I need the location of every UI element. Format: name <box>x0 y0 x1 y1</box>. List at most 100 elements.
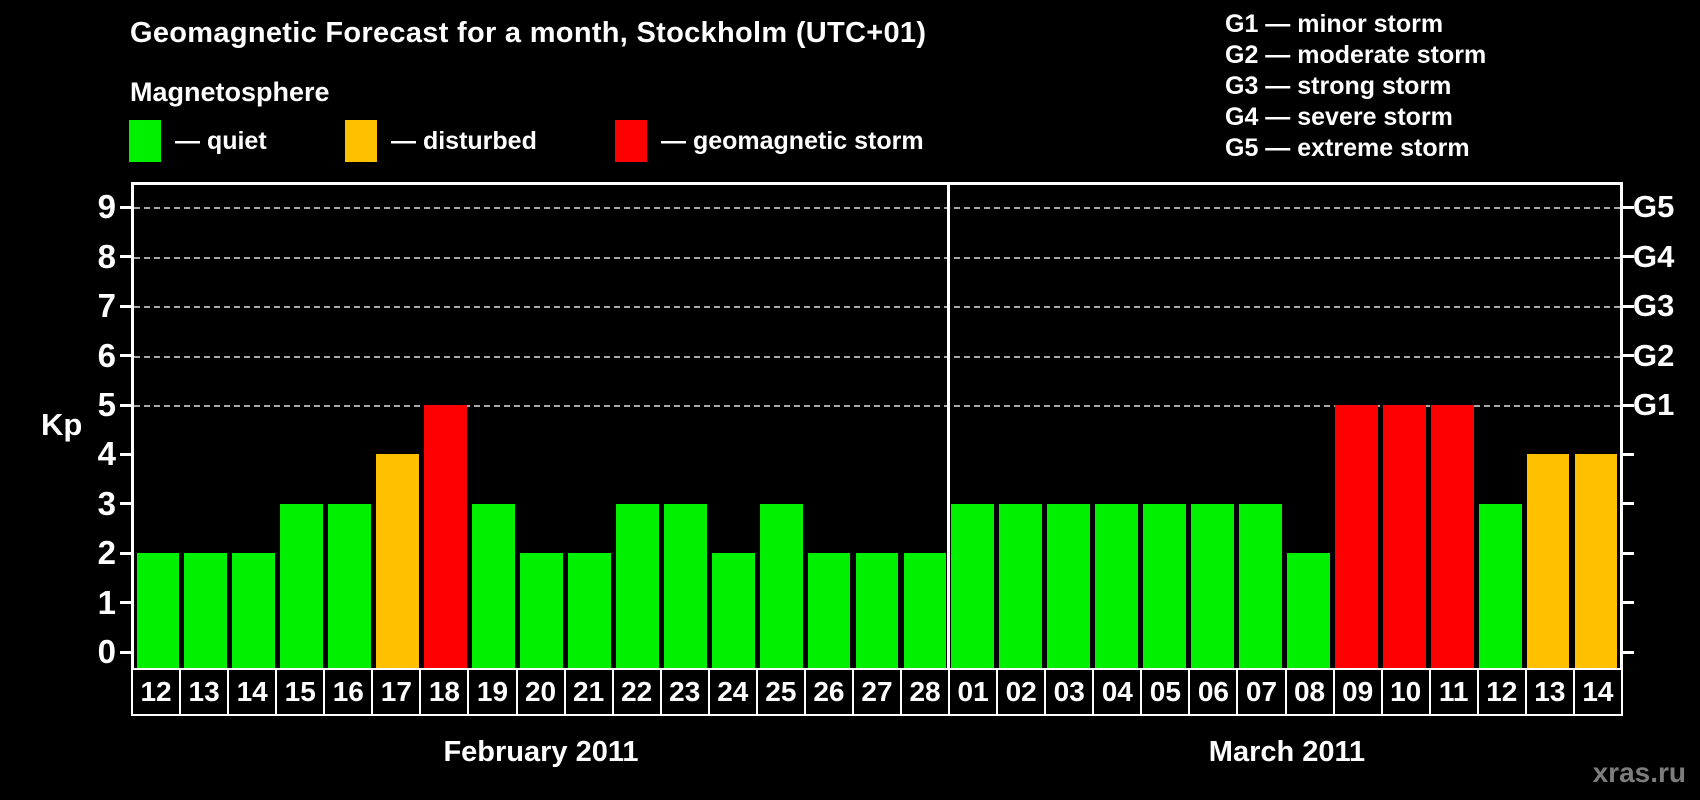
day-label: 14 <box>229 670 278 714</box>
kp-bar <box>999 503 1043 668</box>
right-axis-tick <box>1623 205 1634 209</box>
day-label: 11 <box>1431 670 1479 714</box>
g-level-label: G1 <box>1633 387 1675 422</box>
day-label: 13 <box>181 670 230 714</box>
day-label: 15 <box>277 670 326 714</box>
y-axis-tick <box>120 205 131 209</box>
y-tick-label: 9 <box>97 188 116 226</box>
kp-bar <box>1143 503 1186 668</box>
y-axis-tick <box>120 502 131 506</box>
day-label: 22 <box>614 670 662 714</box>
month-divider <box>947 185 951 668</box>
day-label: 18 <box>421 670 470 714</box>
day-label: 20 <box>518 670 566 714</box>
legend-item: — quiet <box>129 120 267 162</box>
y-tick-label: 7 <box>97 287 116 325</box>
y-tick-label: 6 <box>97 336 116 374</box>
right-axis-tick <box>1623 354 1634 358</box>
day-label: 04 <box>1094 670 1143 714</box>
month-label-march: March 2011 <box>1208 736 1366 768</box>
day-label: 09 <box>1335 670 1383 714</box>
day-label: 13 <box>1527 670 1575 714</box>
day-label: 26 <box>806 670 854 714</box>
right-axis-tick <box>1623 255 1634 259</box>
kp-bar <box>232 553 276 668</box>
day-label: 14 <box>1582 676 1614 707</box>
kp-bar <box>1574 454 1618 668</box>
legend-label: — quiet <box>175 126 267 155</box>
kp-bar <box>1430 405 1474 668</box>
kp-bar <box>1382 405 1426 668</box>
legend-heading: Magnetosphere <box>130 77 330 107</box>
kp-bar <box>1287 553 1330 668</box>
g-scale-legend-line: G3 — strong storm <box>1225 72 1452 100</box>
y-tick-label: 3 <box>97 484 116 522</box>
day-label: 21 <box>566 670 614 714</box>
right-axis-tick <box>1623 601 1634 605</box>
right-axis-tick <box>1623 452 1634 456</box>
y-axis-tick <box>120 304 131 308</box>
kp-bar <box>663 503 707 668</box>
kp-bar <box>615 503 659 668</box>
storm-swatch <box>615 120 647 162</box>
day-label: 02 <box>998 670 1047 714</box>
kp-bar <box>520 553 563 668</box>
kp-gridline <box>134 256 1620 259</box>
y-axis-tick <box>120 601 131 605</box>
kp-bar <box>1191 503 1234 668</box>
g-level-label: G5 <box>1633 189 1675 225</box>
y-axis-title: Kp <box>41 407 83 442</box>
g-scale-legend-line: G5 — extreme storm <box>1225 134 1470 162</box>
page-title: Geomagnetic Forecast for a month, Stockh… <box>130 17 927 49</box>
kp-bar <box>855 553 899 668</box>
kp-gridline <box>134 405 1620 407</box>
legend-label: — geomagnetic storm <box>661 126 924 155</box>
x-axis-day-labels: 12 13 14 15 16 17 18 19 20 21 22 23 24 25 26 27 28 01 02 03… <box>131 668 1623 716</box>
y-axis-tick <box>120 354 131 358</box>
y-axis-tick <box>120 255 131 259</box>
kp-bar <box>759 503 803 668</box>
legend-item: — geomagnetic storm <box>615 120 924 162</box>
kp-bar <box>1239 503 1282 668</box>
kp-bar <box>1478 503 1522 668</box>
g-level-label: G3 <box>1633 288 1675 324</box>
g-scale-legend-line: G1 — minor storm <box>1225 10 1444 38</box>
kp-bar <box>951 503 995 668</box>
day-label: 05 <box>1142 670 1191 714</box>
day-label: 06 <box>1190 670 1239 714</box>
kp-bar <box>807 553 851 668</box>
kp-bar <box>1095 503 1139 668</box>
day-label: 03 <box>1046 670 1095 714</box>
y-tick-label: 4 <box>97 435 116 473</box>
disturbed-swatch <box>345 120 377 162</box>
day-label: 19 <box>469 670 518 714</box>
quiet-swatch <box>129 120 161 162</box>
kp-bar <box>1334 405 1378 668</box>
right-axis-tick <box>1623 304 1634 308</box>
kp-bar <box>567 553 611 668</box>
kp-bar <box>472 503 515 668</box>
kp-bar <box>136 553 180 668</box>
y-tick-label: 0 <box>97 633 116 670</box>
day-label: 12 <box>1479 670 1527 714</box>
day-label: 23 <box>662 670 710 714</box>
y-tick-label: 2 <box>97 534 116 572</box>
kp-bar <box>1526 454 1570 668</box>
y-tick-label: 5 <box>97 386 116 423</box>
day-label: 17 <box>373 670 422 714</box>
right-axis-tick <box>1623 650 1634 654</box>
kp-bar <box>424 405 467 668</box>
g-level-label: G4 <box>1633 238 1675 274</box>
kp-bar <box>376 454 420 668</box>
watermark: xras.ru <box>1592 757 1686 788</box>
day-label: 28 <box>902 670 951 714</box>
plot-area: Kp 0 1 2 3 4 5 6 7 8 9 G1 G2 G3 G4 G5 <box>41 182 1674 670</box>
day-label: 10 <box>1383 670 1431 714</box>
kp-gridline <box>134 306 1620 309</box>
y-axis-tick <box>120 452 131 456</box>
day-label: 01 <box>950 670 999 714</box>
g-scale-legend-line: G2 — moderate storm <box>1225 41 1487 69</box>
kp-bar <box>280 503 324 668</box>
day-label: 08 <box>1287 670 1335 714</box>
